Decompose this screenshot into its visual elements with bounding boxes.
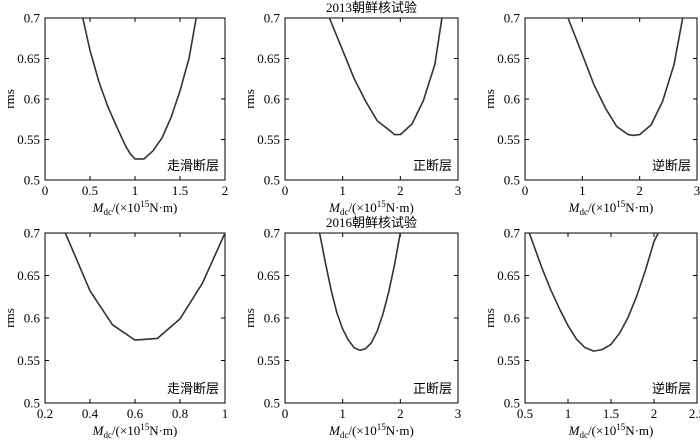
subplot-2: 0 1 2 3 0.5 0.55 0.6 0.65 0.7 rms Mdc/(×1015N·m) 正断… [242,0,461,217]
x-tick-label: 1.5 [603,406,619,421]
y-tick-label: 0.55 [17,132,40,147]
rms-curve [64,232,226,341]
x-tick-label: 0.8 [172,406,188,421]
y-tick-label: 0.6 [24,311,41,326]
x-tick-label: 2.5 [689,406,700,421]
rms-curve [328,17,443,136]
y-tick-label: 0.5 [24,173,40,188]
y-tick-label: 0.7 [504,11,521,26]
x-tick-label: 0 [42,183,49,198]
x-tick-label: 3 [455,406,462,421]
x-tick-label: 2 [397,406,404,421]
x-tick-label: 0.2 [37,406,53,421]
y-axis-label: rms [482,308,497,328]
x-tick-label: 0.5 [517,406,533,421]
x-tick-label: 3 [694,183,700,198]
subplot-3: 0 1 2 3 0.5 0.55 0.6 0.65 0.7 rms Mdc/(×1015N·m) 逆断… [482,11,700,218]
plot-frame [44,17,226,181]
x-tick-label: 1 [132,183,139,198]
y-tick-label: 0.6 [264,92,281,107]
y-tick-label: 0.7 [24,226,41,241]
x-tick-label: 1 [339,183,346,198]
fault-type-annotation: 正断层 [413,382,452,397]
x-tick-label: 0 [282,406,289,421]
y-tick-label: 0.55 [257,353,280,368]
y-tick-label: 0.55 [497,353,520,368]
y-tick-label: 0.65 [17,51,40,66]
plot-frame [524,232,698,404]
fault-type-annotation: 走滑断层 [167,382,219,397]
y-tick-label: 0.5 [504,173,520,188]
subplot-1: 0 0.5 1 1.5 20.50.550.60.650.7rmsMdc/(×1015N… [2,11,228,218]
plot-frame [284,17,459,181]
y-tick-label: 0.65 [257,268,280,283]
row-title: 2013朝鲜核试验 [326,0,417,15]
y-tick-label: 0.65 [257,51,280,66]
x-tick-label: 1 [339,406,346,421]
subplot-5: 0 1 2 3 0.5 0.55 0.6 0.65 0.7 rms Mdc/(×1015N·m) 正断… [242,215,461,440]
y-tick-label: 0.6 [504,311,521,326]
fault-type-annotation: 逆断层 [652,158,691,174]
y-axis-label: rms [2,89,17,109]
x-tick-label: 3 [455,183,462,198]
x-tick-label: 2 [651,406,658,421]
x-tick-label: 0.5 [82,183,98,198]
rms-curve [82,17,197,160]
y-tick-label: 0.5 [504,396,520,411]
x-tick-label: 0 [522,183,529,198]
plot-frame [524,17,698,181]
y-tick-label: 0.55 [17,353,40,368]
x-axis-label: Mdc/(×1015N·m) [568,199,654,217]
x-axis-label: Mdc/(×1015N·m) [92,422,178,440]
y-tick-label: 0.65 [497,268,520,283]
x-tick-label: 1 [222,406,229,421]
row-title: 2016朝鲜核试验 [326,215,417,230]
plot-frame [44,232,226,404]
x-tick-label: 1 [579,183,586,198]
fault-type-annotation: 正断层 [413,159,452,174]
y-tick-label: 0.5 [24,396,40,411]
y-axis-label: rms [242,89,257,109]
y-tick-label: 0.7 [24,11,41,26]
y-tick-label: 0.6 [264,311,281,326]
x-tick-label: 0 [282,183,289,198]
x-tick-label: 1.5 [172,183,188,198]
y-tick-label: 0.7 [264,11,281,26]
y-tick-label: 0.6 [24,92,41,107]
x-tick-label: 0.6 [127,406,144,421]
y-tick-label: 0.7 [264,226,281,241]
x-tick-label: 2 [397,183,404,198]
rms-curve [318,232,402,352]
x-tick-label: 2 [636,183,643,198]
x-axis-label: Mdc/(×1015N·m) [328,199,414,217]
y-tick-label: 0.65 [497,51,520,66]
subplot-6: 0.5 1 1.5 2 2.5 0.5 0.55 0.6 0.65 0.7 rms Mdc/(×101… [482,226,700,441]
rms-curve [528,232,660,352]
y-tick-label: 0.55 [497,132,520,147]
x-tick-label: 2 [222,183,229,198]
fault-type-annotation: 走滑断层 [167,159,219,174]
x-tick-label: 0.4 [82,406,99,421]
y-tick-label: 0.5 [264,396,280,411]
subplot-4: 0.2 0.4 0.6 0.8 1 0.5 0.55 0.6 0.65 0.7 rms Mdc/(×1… [2,226,228,441]
fault-type-annotation: 逆断层 [652,381,691,397]
x-axis-label: Mdc/(×1015N·m) [568,422,654,440]
y-axis-label: rms [242,308,257,328]
rms-curve [567,17,684,137]
y-axis-label: rms [2,308,17,328]
y-axis-label: rms [482,89,497,109]
plot-frame [284,232,459,404]
y-tick-label: 0.7 [504,226,521,241]
y-tick-label: 0.5 [264,173,280,188]
y-tick-label: 0.55 [257,132,280,147]
x-axis-label: Mdc/(×1015N·m) [92,199,178,217]
x-tick-label: 1 [565,406,572,421]
y-tick-label: 0.65 [17,268,40,283]
y-tick-label: 0.6 [504,92,521,107]
x-axis-label: Mdc/(×1015N·m) [328,422,414,440]
